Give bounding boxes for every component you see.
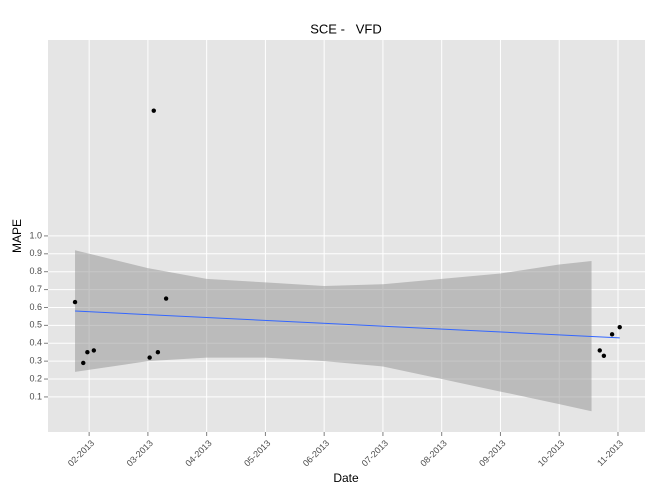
x-tick-label: 02-2013: [66, 438, 96, 468]
point: [81, 360, 86, 366]
chart-title: SCE - VFD: [310, 21, 382, 36]
y-tick-label: 0.1: [29, 391, 42, 401]
x-tick-label: 07-2013: [360, 438, 390, 468]
y-tick-label: 1.0: [29, 230, 42, 240]
y-tick-label: 0.4: [29, 338, 42, 348]
point: [609, 332, 615, 337]
confidence-band: [75, 250, 592, 412]
y-tick-label: 0.8: [29, 266, 42, 276]
x-tick-label: 10-2013: [536, 438, 566, 468]
point: [72, 299, 78, 305]
trend-line: [75, 310, 620, 339]
x-tick-label: 03-2013: [125, 438, 155, 468]
point: [147, 355, 152, 360]
point: [163, 296, 169, 301]
y-axis-label: MAPE: [10, 219, 24, 253]
y-tick-label: 0.6: [29, 302, 42, 312]
x-tick-label: 04-2013: [183, 438, 213, 468]
point: [617, 324, 622, 330]
point: [597, 348, 602, 353]
x-tick-label: 06-2013: [301, 438, 331, 468]
point: [601, 353, 607, 358]
x-axis-label: Date: [333, 471, 359, 485]
point: [85, 350, 90, 355]
y-tick-label: 0.9: [29, 248, 42, 258]
y-tick-label: 0.3: [29, 356, 42, 366]
point: [151, 108, 156, 113]
y-tick-label: 0.7: [29, 284, 42, 294]
y-tick-label: 0.5: [29, 320, 42, 330]
x-tick-label: 05-2013: [242, 438, 272, 468]
point: [155, 350, 161, 355]
point: [91, 348, 97, 353]
x-tick-label: 09-2013: [477, 438, 507, 468]
y-tick-label: 0.2: [29, 373, 42, 383]
x-tick-label: 08-2013: [418, 438, 448, 468]
x-tick-label: 11-2013: [595, 438, 625, 468]
